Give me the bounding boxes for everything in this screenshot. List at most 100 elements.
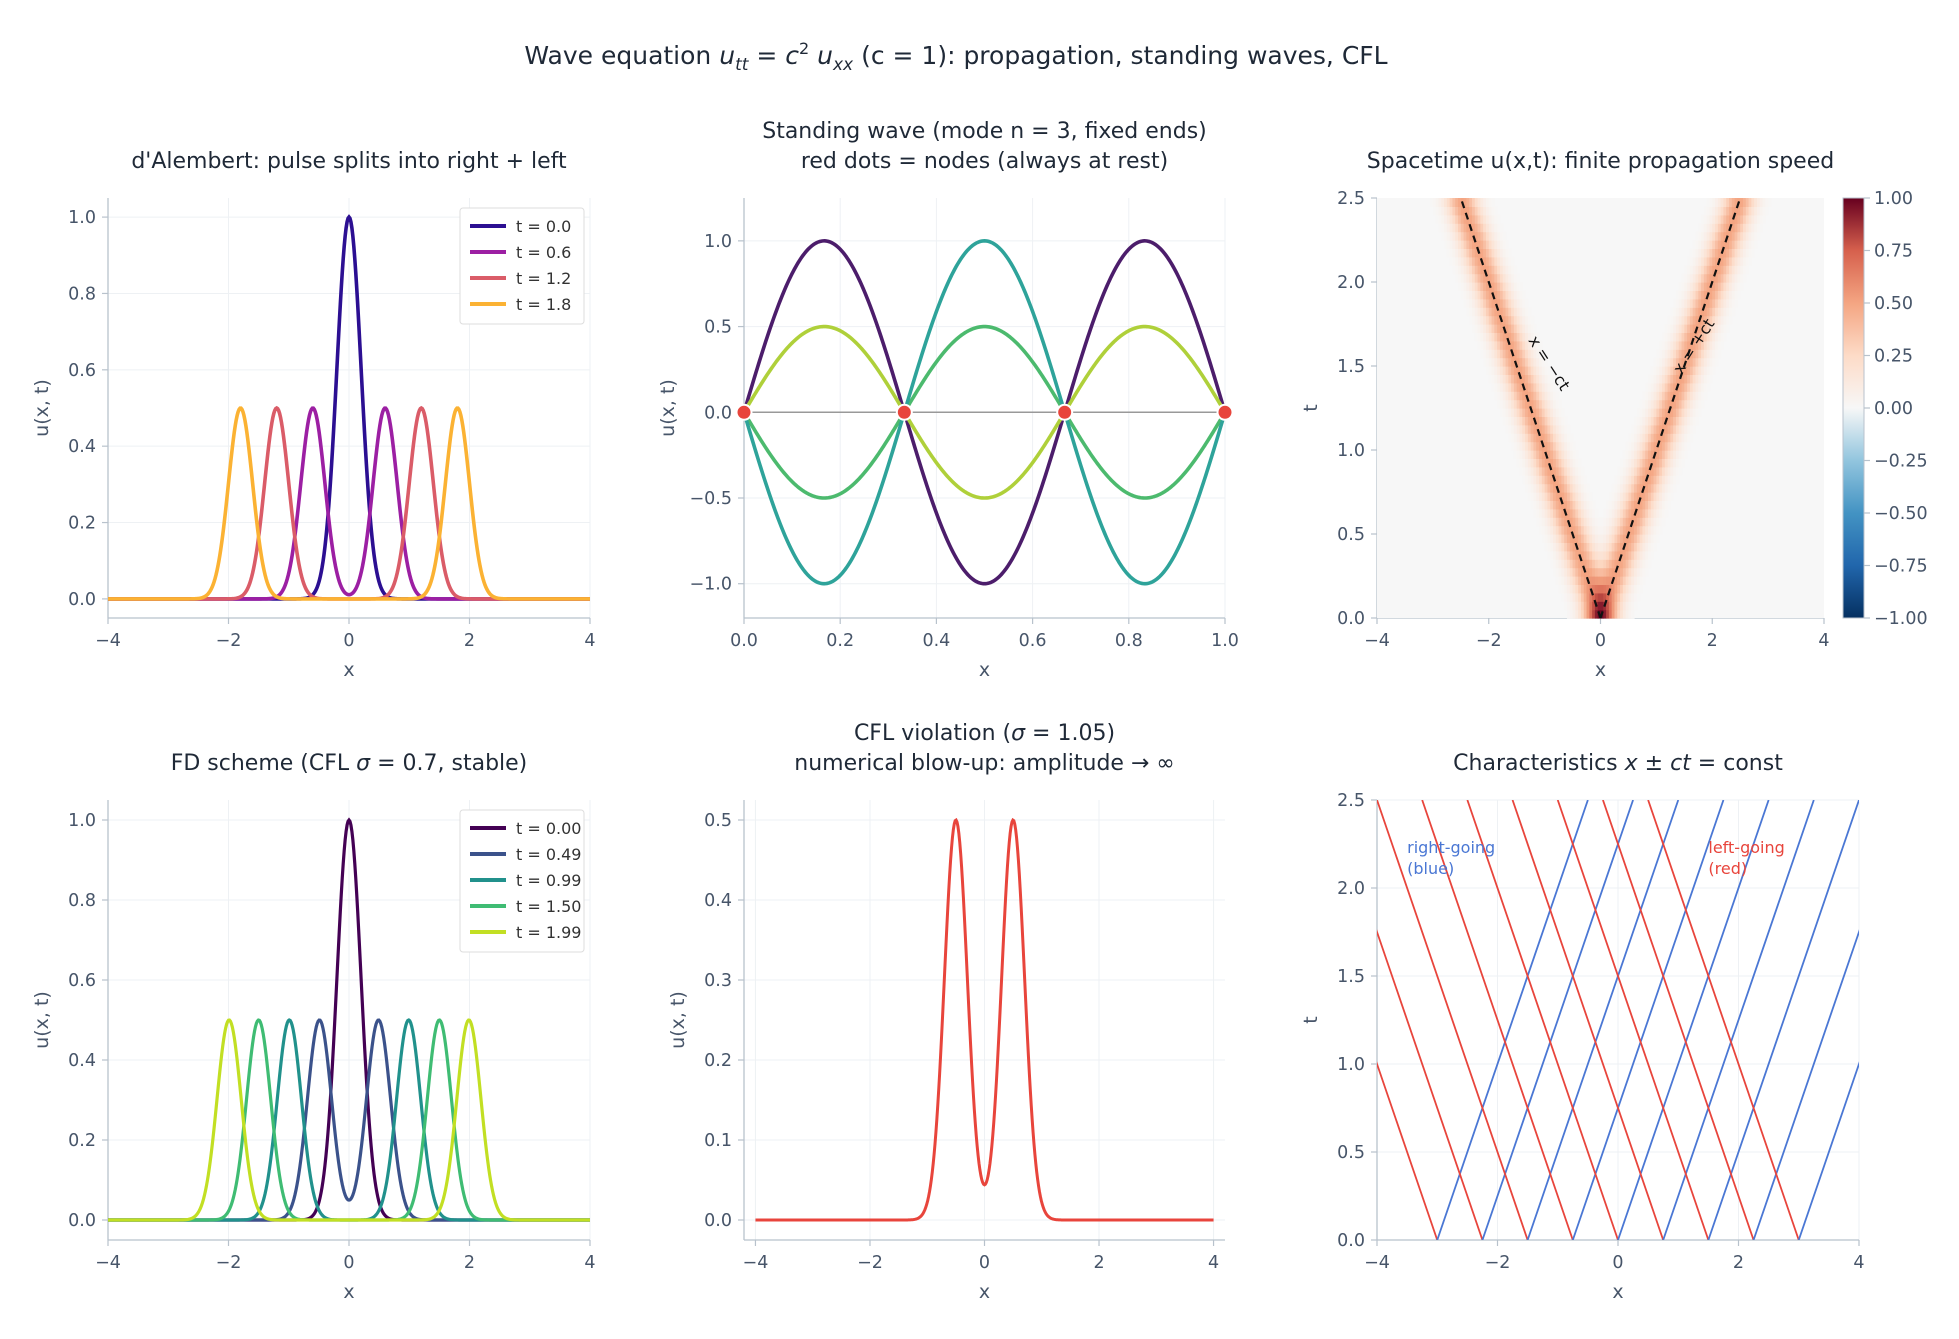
heatmap-cell	[1575, 458, 1579, 468]
heatmap-cell	[1712, 282, 1716, 291]
heatmap-cell	[1678, 290, 1683, 300]
heatmap-cell	[1508, 324, 1512, 333]
heatmap-cell	[1558, 441, 1562, 451]
heatmap-cell	[1553, 517, 1557, 527]
heatmap-cell	[1634, 517, 1638, 527]
heatmap-cell	[1580, 517, 1585, 527]
heatmap-cell	[1675, 315, 1680, 325]
heatmap-cell	[1530, 324, 1535, 333]
heatmap-cell	[1536, 366, 1540, 375]
heatmap-cell	[1569, 483, 1574, 493]
heatmap-cell	[1656, 424, 1660, 434]
x-tick-label: −2	[216, 631, 242, 651]
heatmap-cell	[1748, 248, 1752, 258]
heatmap-cell	[1681, 332, 1685, 342]
heatmap-cell	[1466, 198, 1470, 207]
heatmap-cell	[1712, 206, 1716, 216]
heatmap-cell	[1458, 223, 1462, 233]
heatmap-cell	[1513, 391, 1518, 401]
heatmap-cell	[1650, 500, 1655, 510]
heatmap-cell	[1670, 349, 1674, 359]
heatmap-cell	[1692, 416, 1697, 426]
y-axis-label: u(x, t)	[657, 379, 679, 437]
heatmap-cell	[1525, 416, 1529, 426]
heatmap-cell	[1494, 256, 1498, 266]
heatmap-cell	[1729, 298, 1733, 308]
heatmap-cell	[1703, 231, 1708, 241]
heatmap-cell	[1513, 273, 1518, 283]
heatmap-cell	[1715, 248, 1719, 258]
heatmap-cell	[1519, 298, 1523, 308]
heatmap-cell	[1608, 542, 1613, 552]
heatmap-cell	[1751, 206, 1755, 216]
heatmap-cell	[1572, 517, 1576, 527]
legend-label: t = 1.50	[516, 897, 581, 916]
heatmap-cell	[1550, 559, 1554, 569]
heatmap-cell	[1720, 315, 1725, 325]
heatmap-cell	[1634, 584, 1638, 594]
heatmap-cell	[1471, 290, 1476, 300]
heatmap-cell	[1513, 382, 1518, 392]
heatmap-cell	[1522, 433, 1526, 443]
heatmap-cell	[1723, 231, 1727, 241]
heatmap-cell	[1530, 374, 1535, 384]
heatmap-cell	[1572, 508, 1576, 518]
heatmap-cell	[1471, 282, 1476, 291]
heatmap-cell	[1463, 231, 1467, 241]
heatmap-cell	[1656, 475, 1660, 485]
heatmap-cell	[1539, 500, 1543, 510]
heatmap-cell	[1678, 307, 1683, 317]
x-tick-label: 0	[1612, 1253, 1623, 1273]
heatmap-cell	[1583, 559, 1588, 569]
heatmap-cell	[1469, 240, 1473, 249]
heatmap-cell	[1715, 324, 1719, 333]
heatmap-cell	[1661, 517, 1666, 527]
heatmap-cell	[1647, 534, 1652, 543]
heatmap-cell	[1488, 248, 1493, 258]
heatmap-cell	[1572, 492, 1576, 501]
heatmap-cell	[1664, 382, 1669, 392]
heatmap-cell	[1745, 223, 1750, 233]
legend-label: t = 0.6	[516, 243, 571, 262]
heatmap-cell	[1477, 223, 1481, 233]
heatmap-cell	[1664, 357, 1669, 367]
heatmap-cell	[1583, 550, 1588, 560]
heatmap-cell	[1625, 584, 1630, 594]
heatmap-cell	[1687, 424, 1691, 434]
heatmap-cell	[1477, 273, 1481, 283]
heatmap-cell	[1527, 441, 1532, 451]
heatmap-cell	[1566, 592, 1571, 602]
heatmap-cell	[1687, 441, 1691, 451]
heatmap-cell	[1748, 214, 1752, 224]
heatmap-cell	[1661, 340, 1666, 350]
heatmap-cell	[1703, 315, 1708, 325]
heatmap-cell	[1536, 441, 1540, 451]
heatmap-cell	[1695, 382, 1699, 392]
heatmap-cell	[1533, 374, 1537, 384]
heatmap-cell	[1566, 534, 1571, 543]
y-tick-label: 1.0	[1337, 441, 1365, 461]
heatmap-cell	[1511, 340, 1515, 350]
heatmap-cell	[1620, 542, 1624, 552]
heatmap-cell	[1687, 433, 1691, 443]
heatmap-cell	[1625, 483, 1630, 493]
heatmap-cell	[1561, 559, 1565, 569]
heatmap-cell	[1485, 198, 1490, 207]
heatmap-cell	[1748, 240, 1752, 249]
heatmap-cell	[1647, 408, 1652, 417]
heatmap-cell	[1553, 559, 1557, 569]
heatmap-cell	[1516, 416, 1521, 426]
heatmap-cell	[1653, 433, 1657, 443]
heatmap-cell	[1647, 483, 1652, 493]
heatmap-cell	[1455, 256, 1459, 266]
heatmap-cell	[1583, 601, 1588, 611]
heatmap-cell	[1768, 198, 1772, 207]
heatmap-cell	[1645, 534, 1649, 543]
heatmap-cell	[1650, 466, 1655, 476]
heatmap-cell	[1569, 508, 1574, 518]
heatmap-cell	[1539, 450, 1543, 459]
y-tick-label: 0.8	[68, 284, 96, 304]
heatmap-cell	[1614, 508, 1618, 518]
heatmap-cell	[1513, 408, 1518, 417]
heatmap-cell	[1681, 416, 1685, 426]
